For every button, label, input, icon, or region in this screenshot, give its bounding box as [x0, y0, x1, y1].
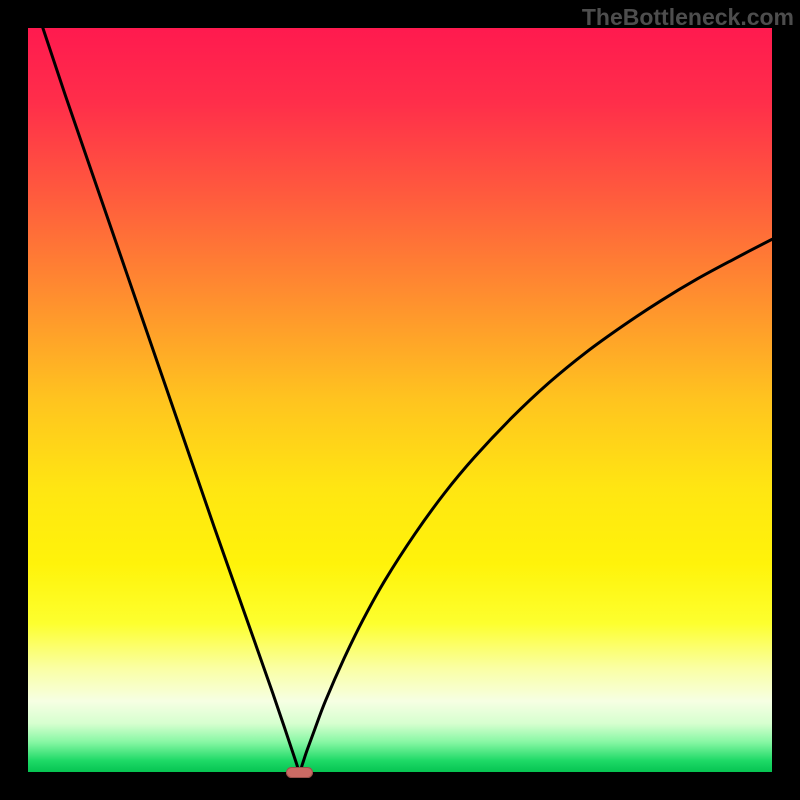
curve-svg	[28, 28, 772, 772]
bottleneck-curve	[43, 28, 772, 772]
plot-area	[28, 28, 772, 772]
minimum-marker	[286, 767, 313, 778]
chart-container: { "meta": { "type": "line", "source_labe…	[0, 0, 800, 800]
watermark-text: TheBottleneck.com	[582, 4, 794, 31]
